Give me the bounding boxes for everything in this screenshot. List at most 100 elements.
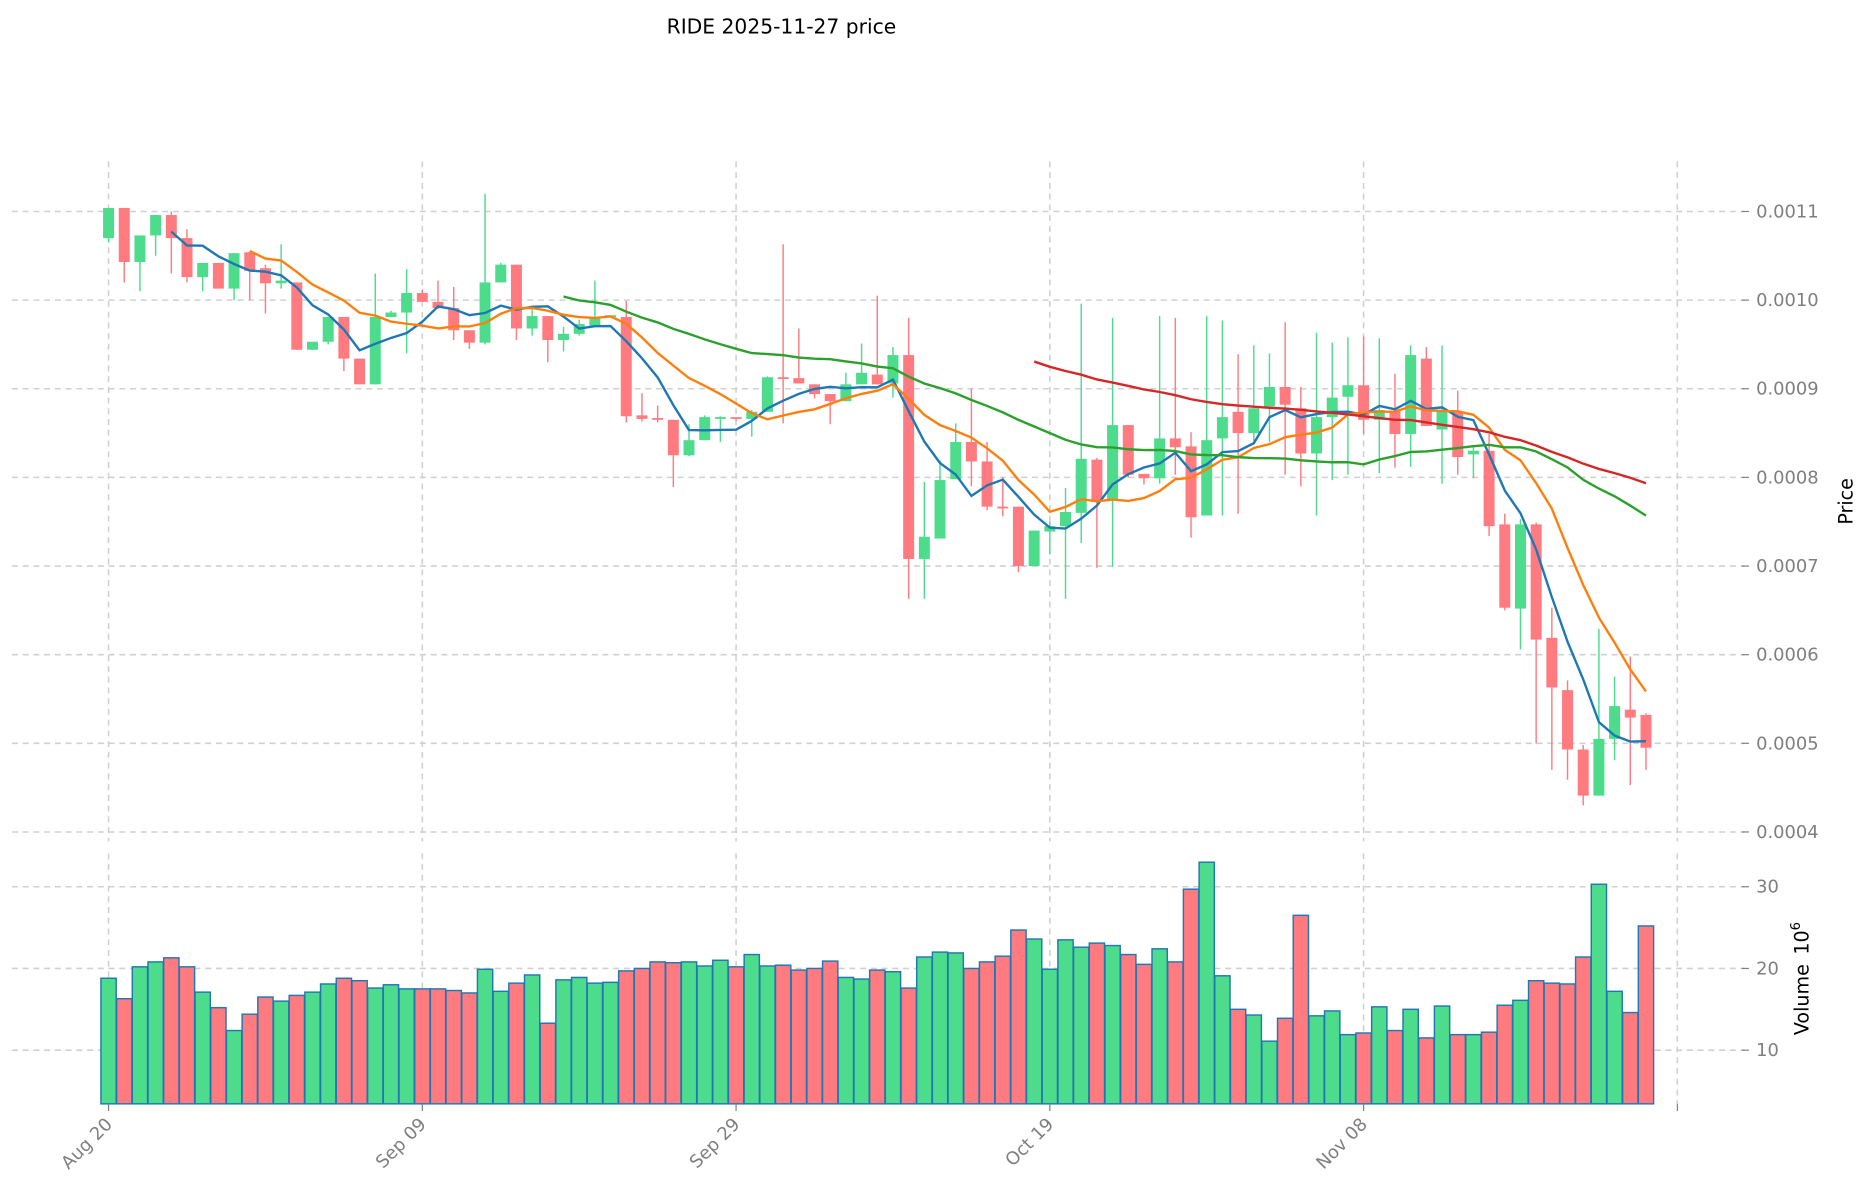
candle-body [1012, 506, 1024, 567]
volume-bar [351, 979, 368, 1105]
volume-bar [1590, 883, 1608, 1105]
candle [1248, 345, 1260, 442]
x-tick-label: Nov 08 [1312, 1114, 1372, 1174]
candle-body [1028, 530, 1040, 567]
candle [526, 308, 538, 336]
volume-exponent: 6 [1789, 922, 1804, 930]
volume-bar [304, 991, 321, 1105]
volume-bar [194, 991, 212, 1105]
volume-bar [100, 977, 117, 1105]
ma10-line [249, 250, 1647, 693]
price-tick-label: 0.0006 [1756, 645, 1819, 666]
candle-body [510, 264, 522, 329]
candle [1091, 457, 1103, 568]
candle-body [1640, 714, 1652, 748]
x-tick-label: Sep 29 [686, 1114, 745, 1173]
candle [1452, 390, 1464, 475]
candle-body [448, 308, 460, 331]
candle-body [1389, 410, 1401, 434]
candle [1311, 332, 1323, 516]
volume-bar [1041, 968, 1059, 1105]
price-tick-label: 0.0007 [1756, 556, 1819, 577]
candle-body [291, 282, 303, 350]
candle [322, 316, 334, 345]
candle [542, 316, 554, 363]
volume-bar [617, 970, 635, 1105]
candle-body [636, 415, 648, 419]
candle-body [1248, 408, 1260, 434]
candle [667, 419, 679, 488]
candle-body [824, 394, 836, 402]
candle [1216, 320, 1228, 516]
volume-bar [664, 962, 682, 1105]
x-tick-label: Sep 09 [372, 1114, 431, 1173]
volume-bar [806, 967, 823, 1105]
volume-bar [696, 965, 714, 1105]
price-tick-label: 0.0005 [1756, 733, 1819, 754]
price-tick-label: 0.0009 [1756, 379, 1819, 400]
candle [793, 328, 805, 384]
chart-title: RIDE 2025-11-27 price [667, 15, 897, 39]
volume-bar [445, 989, 463, 1105]
candle-body [683, 440, 695, 456]
candle [1499, 513, 1511, 611]
candle-body [1373, 410, 1385, 420]
candle [918, 481, 930, 599]
candle [1609, 676, 1621, 761]
candle [1138, 473, 1150, 485]
volume-bar [853, 978, 870, 1105]
volume-bar [1417, 1037, 1435, 1105]
volume-bar [727, 966, 745, 1105]
candle-body [903, 355, 915, 559]
candle-body [1530, 524, 1542, 640]
volume-bar [1198, 861, 1216, 1105]
volume-bar [1465, 1033, 1482, 1105]
volume-bar [476, 968, 494, 1105]
candle-body [1562, 690, 1574, 750]
volume-bar [1182, 888, 1200, 1105]
candle-body [620, 316, 632, 417]
volume-bar [1370, 1006, 1388, 1105]
candle [1295, 386, 1307, 487]
x-tick-label: Oct 19 [1001, 1114, 1058, 1171]
candle-body [150, 215, 162, 236]
volume-bar [492, 990, 510, 1105]
volume-bar [1480, 1031, 1498, 1105]
candle-body [1467, 450, 1479, 455]
volume-bar [1276, 1017, 1294, 1105]
candle-body [212, 262, 224, 289]
candle [1201, 316, 1213, 516]
candle [165, 211, 177, 274]
candle [824, 394, 836, 425]
volume-bar [1135, 963, 1153, 1105]
moving-average-lines [170, 230, 1647, 743]
candle [636, 393, 648, 422]
volume-bar [178, 966, 196, 1105]
candle [1530, 522, 1542, 744]
candle-body [793, 378, 805, 384]
candle-body [1263, 386, 1275, 407]
candle [699, 415, 711, 441]
candle [1232, 354, 1244, 514]
candle [1358, 336, 1370, 434]
volume-bar [1386, 1029, 1404, 1105]
candle-body [699, 417, 711, 441]
candle-body [558, 333, 569, 341]
ma60-line [1033, 360, 1647, 485]
candle-body [1436, 411, 1448, 430]
candle [1107, 317, 1119, 567]
volume-bar [413, 988, 431, 1105]
candle-body [1609, 706, 1621, 739]
candle-body [997, 506, 1009, 509]
volume-bar [398, 988, 415, 1105]
volume-bar [1574, 956, 1592, 1105]
candle-body [385, 312, 397, 317]
volume-bar [821, 960, 839, 1105]
volume-bar [162, 957, 180, 1105]
candle-body [1326, 397, 1338, 418]
candle [1593, 628, 1605, 796]
volume-bar [288, 994, 306, 1105]
volume-bar [1433, 1005, 1451, 1105]
candle-body [354, 358, 366, 385]
